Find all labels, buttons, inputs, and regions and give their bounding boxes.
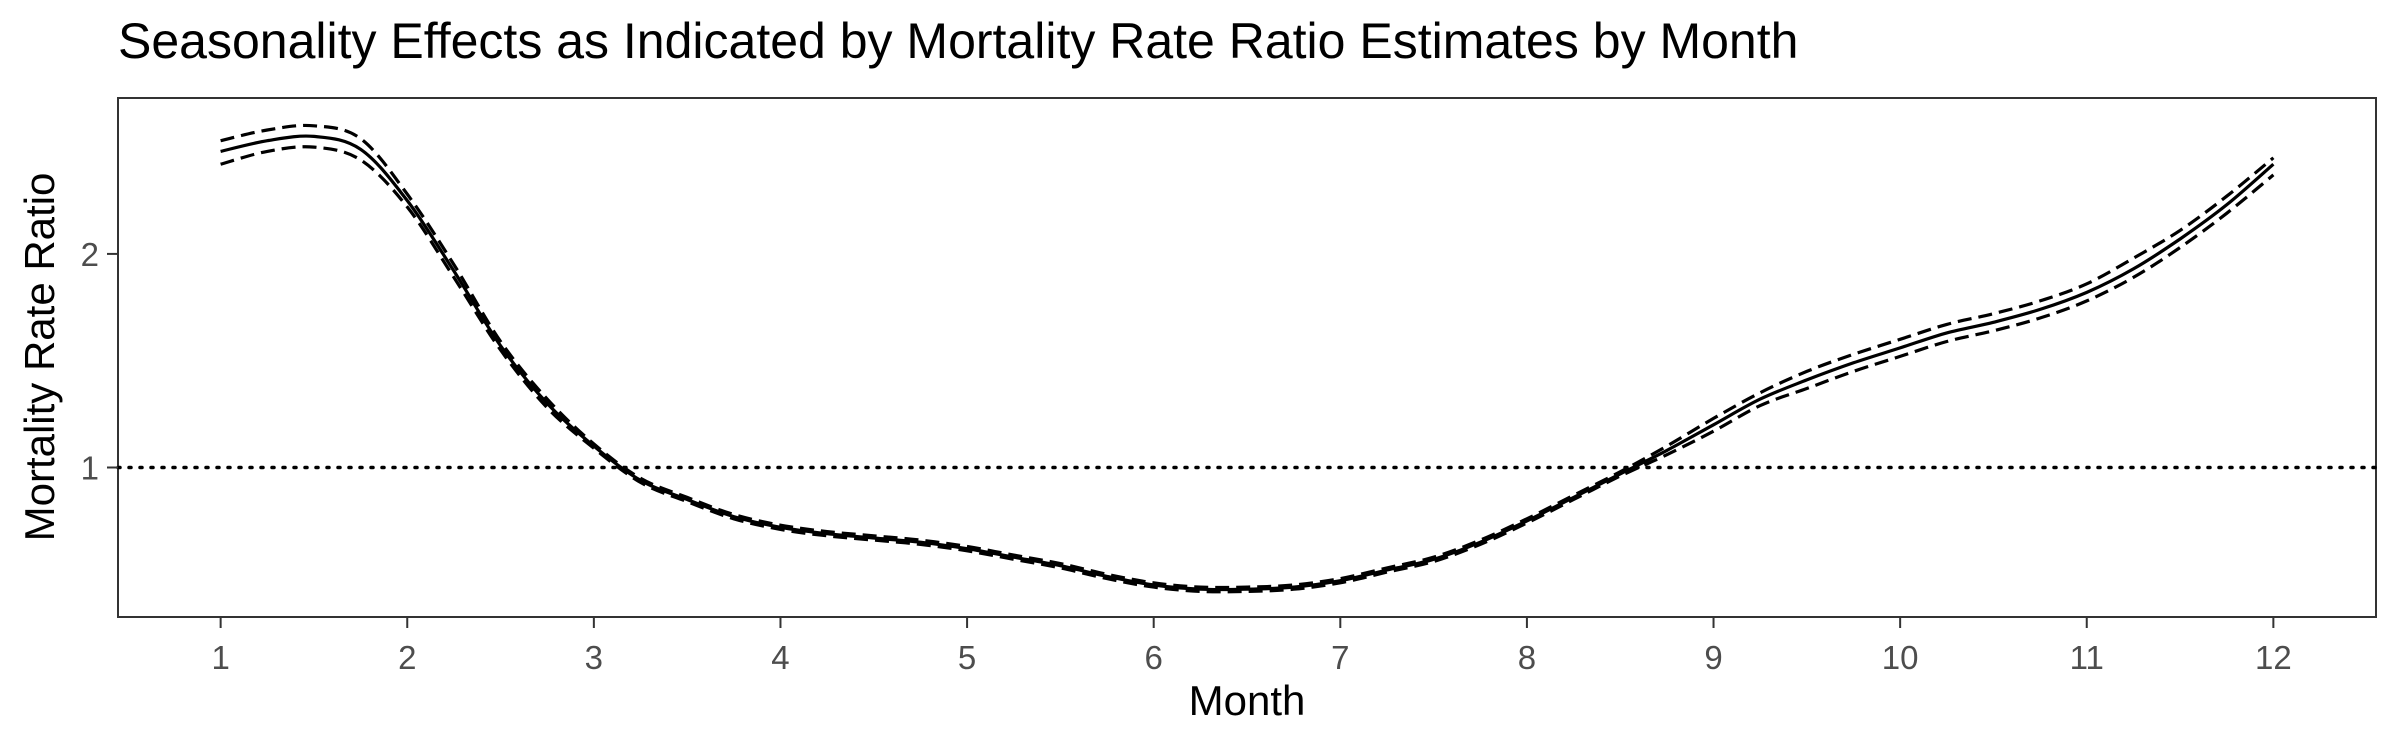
x-tick-label: 11 (2070, 639, 2104, 676)
x-tick-label: 9 (1704, 639, 1722, 676)
x-tick-label: 12 (2255, 639, 2292, 676)
x-axis-label: Month (1189, 677, 1306, 724)
x-axis: 1 2 3 4 5 6 7 8 9 10 11 12 (211, 617, 2292, 676)
estimate-line (220, 134, 2275, 592)
plot-panel-border (117, 97, 2377, 618)
x-tick-label: 6 (1145, 639, 1163, 676)
upper-bound-line (220, 123, 2275, 590)
x-tick-label: 8 (1518, 639, 1536, 676)
chart-title: Seasonality Effects as Indicated by Mort… (118, 13, 1798, 69)
x-tick-label: 2 (398, 639, 416, 676)
y-tick-label: 1 (81, 449, 99, 486)
y-tick-label: 2 (81, 236, 99, 273)
x-tick-label: 5 (958, 639, 976, 676)
lower-bound-line (220, 145, 2275, 594)
x-tick-label: 3 (585, 639, 603, 676)
x-tick-label: 1 (211, 639, 229, 676)
x-tick-label: 4 (771, 639, 789, 676)
x-tick-label: 10 (1882, 639, 1919, 676)
series-layer (220, 123, 2275, 594)
x-tick-label: 7 (1331, 639, 1349, 676)
y-axis-label: Mortality Rate Ratio (16, 173, 63, 542)
y-axis: 12 (81, 236, 118, 486)
